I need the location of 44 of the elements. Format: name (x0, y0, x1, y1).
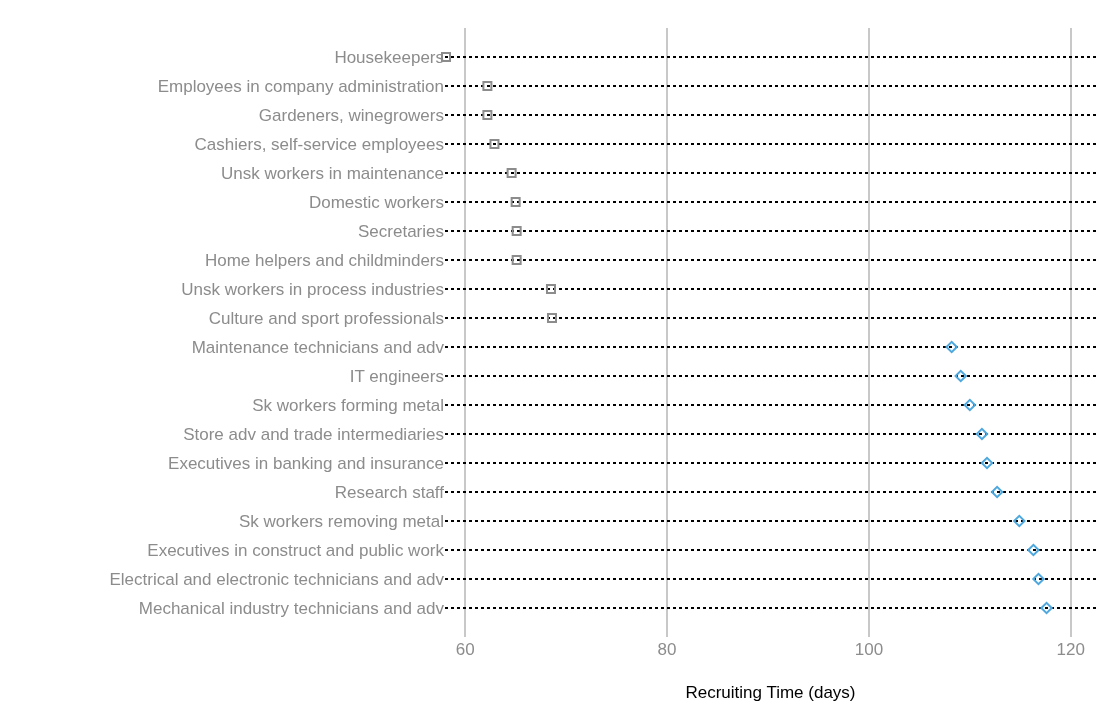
y-tick-label: Executives in banking and insurance (168, 453, 444, 473)
point (506, 168, 517, 178)
point (990, 485, 1004, 499)
point (1027, 543, 1040, 557)
x-tick-label: 80 (657, 640, 677, 659)
x-tick-label: 100 (854, 640, 884, 659)
y-tick-label: Unsk workers in maintenance (221, 163, 444, 183)
y-tick-label: Secretaries (358, 221, 444, 241)
y-tick-label: Mechanical industry technicians and adv (138, 598, 445, 618)
y-tick-label: Sk workers removing metal (238, 511, 444, 531)
y-tick-label: Gardeners, winegrowers (258, 105, 444, 125)
point (510, 197, 521, 207)
x-tick-label: 60 (455, 640, 475, 659)
y-tick-label: Unsk workers in process industries (181, 279, 444, 299)
y-tick-label: Cashiers, self-service employees (194, 134, 444, 154)
point (511, 255, 522, 265)
y-tick-label: Sk workers forming metal (252, 395, 444, 415)
point (482, 110, 493, 120)
point (1040, 601, 1053, 615)
point (1013, 514, 1026, 528)
point (1032, 572, 1045, 586)
y-tick-label: Home helpers and childminders (204, 250, 444, 270)
y-tick-label: Employees in company administration (157, 76, 444, 96)
x-tick-label: 120 (1056, 640, 1085, 659)
y-tick-label: Electrical and electronic technicians and adv (109, 569, 445, 589)
y-tick-label: Maintenance technicians and adv (191, 337, 445, 357)
y-tick-label: Store adv and trade intermediaries (183, 424, 444, 444)
point (511, 226, 522, 236)
y-tick-label: Executives in construct and public work (147, 540, 445, 560)
point (489, 139, 500, 149)
y-tick-label: Housekeepers (334, 47, 444, 67)
point (975, 427, 989, 441)
point (945, 340, 958, 354)
point (482, 81, 493, 91)
y-tick-label: Domestic workers (308, 192, 444, 212)
point (546, 313, 557, 323)
y-tick-label: Research staff (334, 482, 445, 502)
point (545, 284, 556, 294)
y-tick-label: IT engineers (349, 366, 444, 386)
y-tick-label: Culture and sport professionals (208, 308, 444, 328)
point (963, 398, 977, 412)
point (980, 456, 994, 470)
x-axis-title: Recruiting Time (days) (685, 683, 856, 702)
point (954, 369, 967, 383)
